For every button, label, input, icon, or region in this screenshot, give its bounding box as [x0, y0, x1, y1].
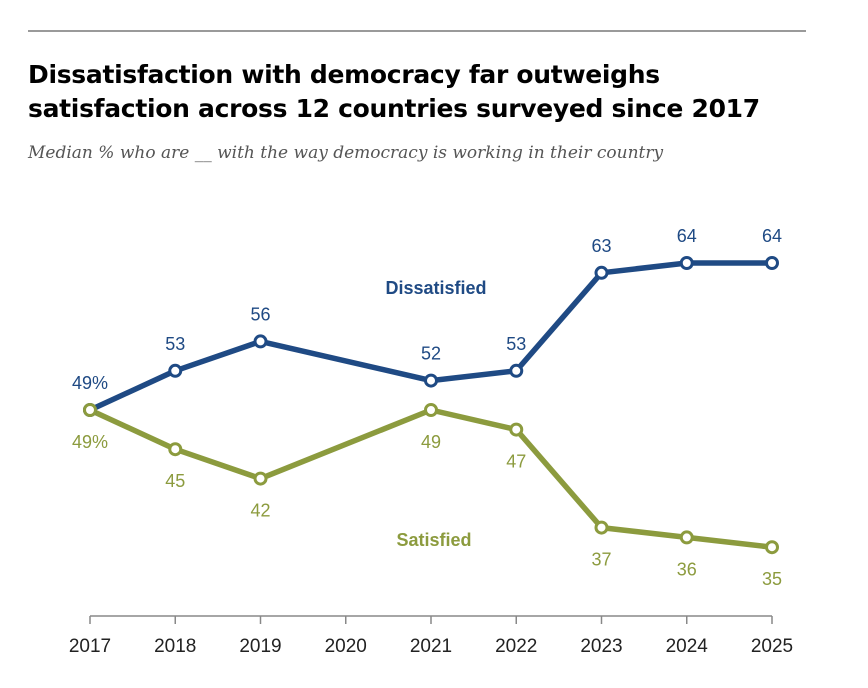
data-label-satisfied: 49% — [72, 432, 108, 452]
point-satisfied — [765, 540, 779, 555]
top-rule — [28, 30, 806, 32]
data-label-satisfied: 49 — [421, 432, 441, 452]
data-label-dissatisfied: 56 — [250, 304, 270, 324]
data-label-satisfied: 37 — [591, 550, 611, 570]
title-line-1: Dissatisfaction with democracy far outwe… — [28, 60, 660, 89]
x-tick-label: 2018 — [154, 636, 196, 657]
point-satisfied — [594, 520, 609, 535]
series-label-dissatisfied: Dissatisfied — [385, 278, 486, 298]
x-tick-label: 2017 — [69, 636, 111, 657]
point-dissatisfied — [424, 373, 438, 388]
series-markers — [83, 256, 779, 555]
x-tick-label: 2025 — [751, 636, 793, 657]
data-label-satisfied: 47 — [506, 452, 526, 472]
point-dissatisfied — [168, 363, 183, 378]
series-line-satisfied — [87, 407, 775, 550]
chart-subtitle: Median % who are __ with the way democra… — [28, 143, 664, 163]
data-label-dissatisfied: 64 — [677, 226, 697, 246]
data-label-dissatisfied: 49% — [72, 373, 108, 393]
x-tick-label: 2022 — [495, 636, 537, 657]
data-label-satisfied: 42 — [250, 501, 270, 521]
point-satisfied — [83, 403, 97, 417]
data-label-satisfied: 35 — [762, 569, 782, 589]
point-dissatisfied — [765, 256, 779, 270]
x-tick-label: 2021 — [410, 636, 452, 657]
data-label-dissatisfied: 63 — [591, 236, 611, 256]
series-line-dissatisfied — [87, 260, 775, 413]
data-label-dissatisfied: 53 — [506, 334, 526, 354]
data-label-satisfied: 45 — [165, 471, 185, 491]
x-tick-label: 2019 — [239, 636, 281, 657]
chart-title: Dissatisfaction with democracy far outwe… — [28, 58, 828, 126]
point-dissatisfied — [253, 334, 268, 349]
x-tick-label: 2023 — [580, 636, 622, 657]
x-tick-label: 2024 — [666, 636, 709, 657]
point-satisfied — [424, 403, 438, 417]
data-label-dissatisfied: 52 — [421, 344, 441, 364]
series-label-satisfied: Satisfied — [396, 530, 471, 550]
point-satisfied — [253, 471, 268, 486]
data-label-dissatisfied: 53 — [165, 334, 185, 354]
point-satisfied — [168, 442, 183, 457]
point-dissatisfied — [594, 265, 609, 280]
point-satisfied — [509, 422, 524, 437]
series-lines — [87, 260, 775, 550]
point-dissatisfied — [679, 256, 694, 270]
point-dissatisfied — [509, 363, 524, 378]
data-label-dissatisfied: 64 — [762, 226, 782, 246]
data-labels: 49% 53 56 52 53 63 64 64 49% 45 42 49 47 37 36 35 — [72, 226, 782, 589]
title-line-2: satisfaction across 12 countries surveye… — [28, 94, 760, 123]
x-axis: 2017 2018 2019 2020 2021 2022 2023 2024 2025 — [69, 615, 793, 657]
data-label-satisfied: 36 — [677, 559, 697, 579]
point-satisfied — [679, 530, 694, 545]
x-tick-label: 2020 — [325, 636, 367, 657]
